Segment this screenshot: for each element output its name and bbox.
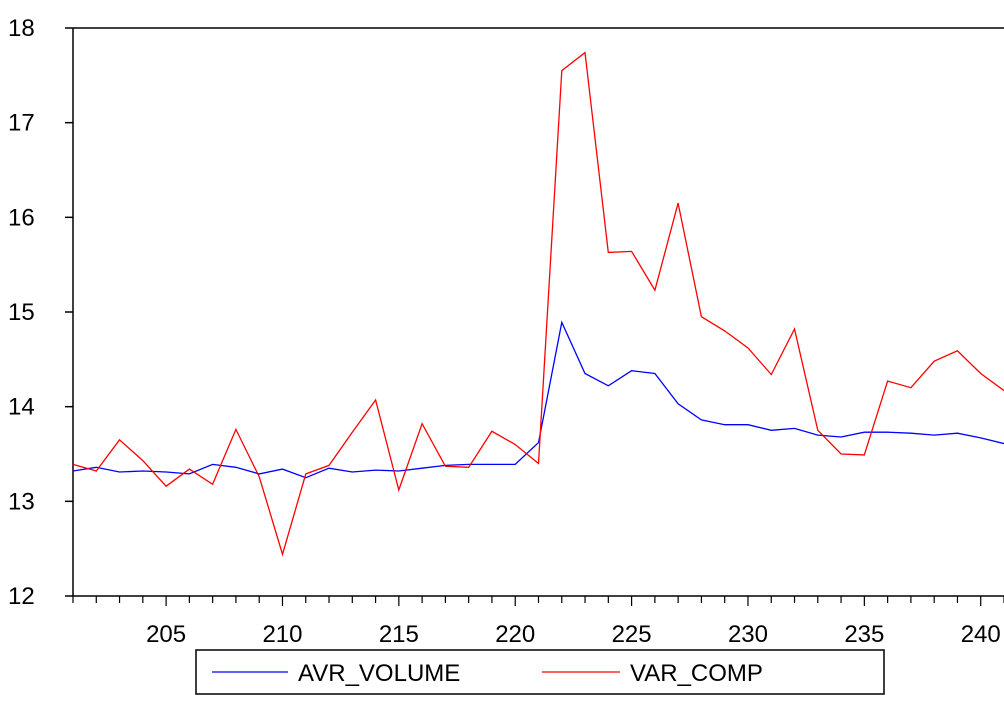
- x-tick-label: 235: [844, 621, 884, 648]
- y-tick-label: 17: [8, 110, 35, 137]
- legend-label-var-comp: VAR_COMP: [630, 660, 763, 687]
- x-tick-label: 205: [146, 621, 186, 648]
- y-tick-label: 12: [8, 583, 35, 610]
- x-tick-label: 225: [612, 621, 652, 648]
- y-tick-label: 13: [8, 488, 35, 515]
- y-tick-label: 14: [8, 394, 35, 421]
- plot-frame: [72, 27, 1004, 597]
- series-line-var-comp: [72, 51, 1004, 557]
- x-tick-label: 215: [379, 621, 419, 648]
- series-lines: [72, 51, 1004, 557]
- legend: AVR_VOLUME VAR_COMP: [195, 649, 885, 695]
- x-tick-label: 210: [262, 621, 302, 648]
- x-tick-label: 220: [495, 621, 535, 648]
- y-axis: 12 13 14 15 16 17 18: [8, 15, 73, 610]
- y-tick-label: 16: [8, 204, 35, 231]
- series-line-avr-volume: [72, 320, 1004, 479]
- x-axis: 205 210 215 220 225 230 235 240: [72, 596, 1004, 648]
- x-tick-label: 230: [728, 621, 768, 648]
- y-tick-label: 15: [8, 299, 35, 326]
- x-tick-label: 240: [961, 621, 1001, 648]
- legend-box: [195, 649, 885, 695]
- y-tick-label: 18: [8, 15, 35, 42]
- legend-label-avr-volume: AVR_VOLUME: [298, 660, 460, 687]
